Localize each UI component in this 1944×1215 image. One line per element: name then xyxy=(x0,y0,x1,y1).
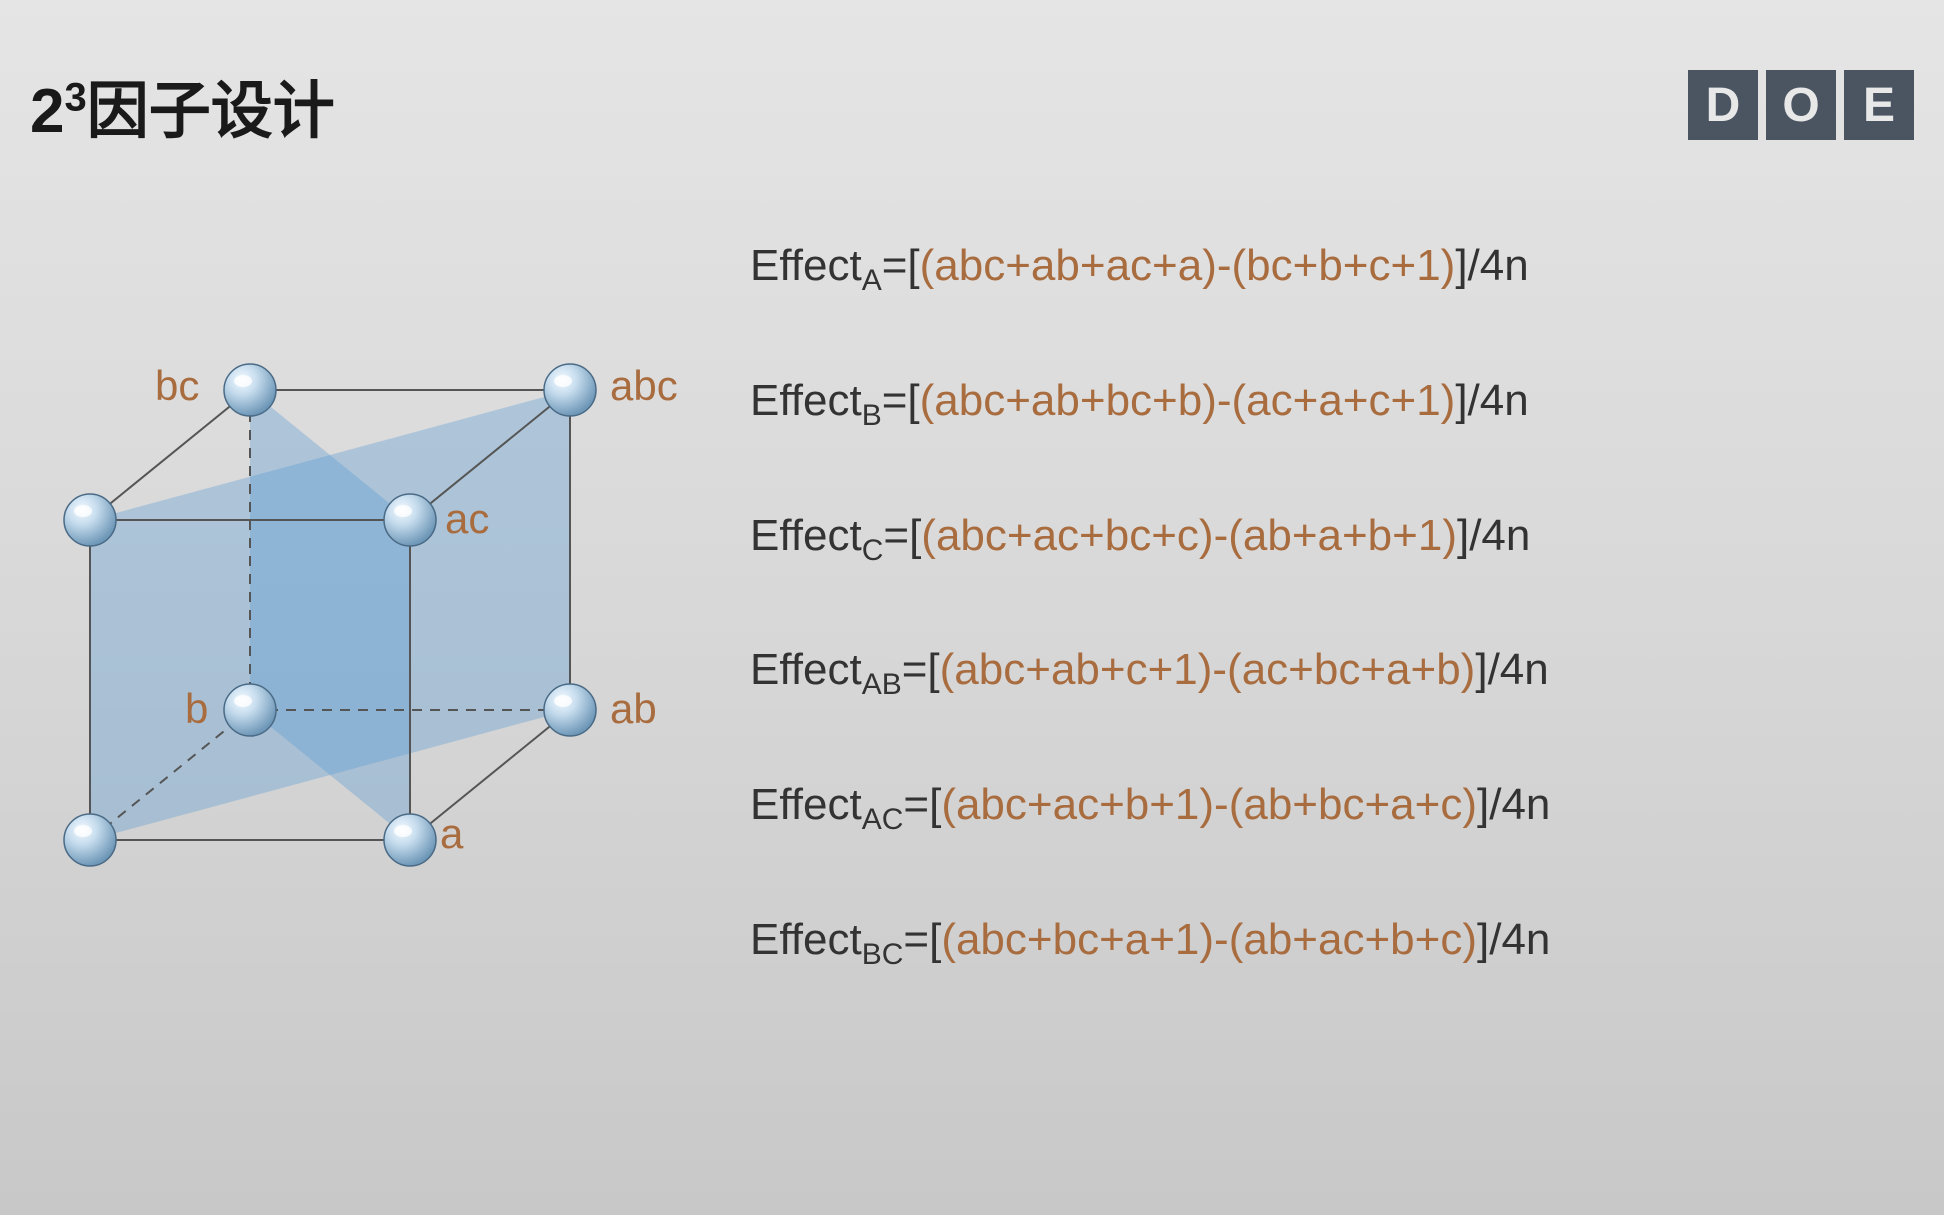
formula-row-ac: EffectAC=[(abc+ac+b+1)-(ab+bc+a+c)]/4n xyxy=(750,779,1900,838)
contrast: (abc+ac+b+1)-(ab+bc+a+c) xyxy=(941,780,1477,829)
divisor: /4n xyxy=(1468,376,1529,425)
divisor: /4n xyxy=(1488,645,1549,694)
formula-row-a: EffectA=[(abc+ab+ac+a)-(bc+b+c+1)]/4n xyxy=(750,240,1900,299)
eq-close: ] xyxy=(1455,241,1467,290)
formula-row-ab: EffectAB=[(abc+ab+c+1)-(ac+bc+a+b)]/4n xyxy=(750,644,1900,703)
vertex-label-b: b xyxy=(185,685,208,733)
doe-letter-o: O xyxy=(1766,70,1836,140)
cube-diagram: ababacbcabc xyxy=(30,330,730,930)
title-sup: 3 xyxy=(64,75,86,119)
contrast: (abc+bc+a+1)-(ab+ac+b+c) xyxy=(941,915,1477,964)
effect-label: Effect xyxy=(750,376,862,425)
effect-sub: AB xyxy=(862,668,902,701)
eq-open: =[ xyxy=(902,645,940,694)
vertex-label-ab: ab xyxy=(610,685,657,733)
eq-close: ] xyxy=(1457,511,1469,560)
divisor: /4n xyxy=(1469,511,1530,560)
doe-letter-e: E xyxy=(1844,70,1914,140)
vertex-label-ac: ac xyxy=(445,495,489,543)
effect-label: Effect xyxy=(750,780,862,829)
cube-vertex-c xyxy=(64,494,116,546)
eq-close: ] xyxy=(1475,645,1487,694)
effect-sub: BC xyxy=(862,938,904,971)
cube-vertex-ac xyxy=(384,494,436,546)
cube-svg xyxy=(30,330,730,930)
formula-row-c: EffectC=[(abc+ac+bc+c)-(ab+a+b+1)]/4n xyxy=(750,510,1900,569)
contrast: (abc+ac+bc+c)-(ab+a+b+1) xyxy=(921,511,1457,560)
effect-sub: A xyxy=(862,264,882,297)
eq-open: =[ xyxy=(903,780,941,829)
divisor: /4n xyxy=(1468,241,1529,290)
cube-vertex-one xyxy=(64,814,116,866)
effect-label: Effect xyxy=(750,645,862,694)
cube-vertex-a xyxy=(384,814,436,866)
cube-vertex-ab xyxy=(544,684,596,736)
effect-sub: AC xyxy=(862,803,904,836)
effect-label: Effect xyxy=(750,241,862,290)
vertex-label-abc: abc xyxy=(610,362,678,410)
cube-vertex-bc xyxy=(224,364,276,416)
effect-sub: B xyxy=(862,399,882,432)
contrast: (abc+ab+c+1)-(ac+bc+a+b) xyxy=(940,645,1476,694)
cube-vertex-b xyxy=(224,684,276,736)
doe-badge: D O E xyxy=(1688,70,1914,140)
divisor: /4n xyxy=(1489,780,1550,829)
doe-letter-d: D xyxy=(1688,70,1758,140)
vertex-label-bc: bc xyxy=(155,362,199,410)
eq-open: =[ xyxy=(882,241,920,290)
eq-close: ] xyxy=(1455,376,1467,425)
title-rest: 因子设计 xyxy=(87,77,335,146)
contrast: (abc+ab+ac+a)-(bc+b+c+1) xyxy=(920,241,1456,290)
formula-row-bc: EffectBC=[(abc+bc+a+1)-(ab+ac+b+c)]/4n xyxy=(750,914,1900,973)
eq-open: =[ xyxy=(882,376,920,425)
contrast: (abc+ab+bc+b)-(ac+a+c+1) xyxy=(920,376,1456,425)
eq-close: ] xyxy=(1477,780,1489,829)
formula-row-b: EffectB=[(abc+ab+bc+b)-(ac+a+c+1)]/4n xyxy=(750,375,1900,434)
divisor: /4n xyxy=(1489,915,1550,964)
slide-title: 23因子设计 xyxy=(30,60,335,150)
title-base: 2 xyxy=(30,77,64,146)
vertex-label-a: a xyxy=(440,810,463,858)
eq-open: =[ xyxy=(903,915,941,964)
cube-vertex-abc xyxy=(544,364,596,416)
eq-open: =[ xyxy=(883,511,921,560)
formula-list: EffectA=[(abc+ab+ac+a)-(bc+b+c+1)]/4nEff… xyxy=(750,240,1900,1049)
effect-label: Effect xyxy=(750,511,862,560)
effect-label: Effect xyxy=(750,915,862,964)
eq-close: ] xyxy=(1477,915,1489,964)
effect-sub: C xyxy=(862,533,884,566)
